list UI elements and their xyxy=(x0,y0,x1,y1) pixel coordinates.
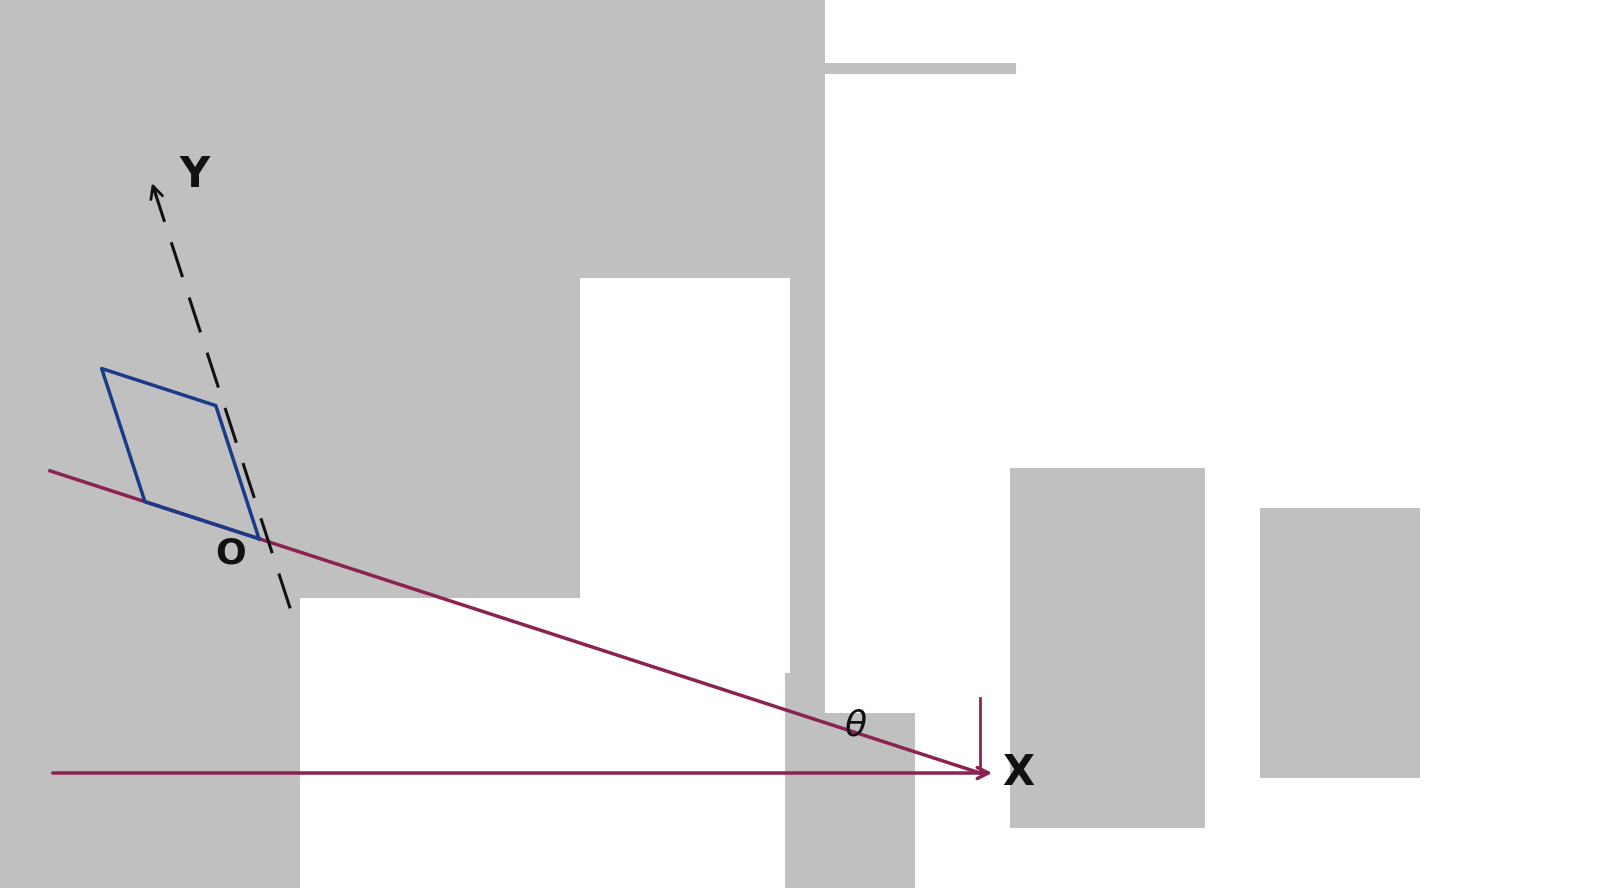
Bar xyxy=(784,713,914,888)
Bar xyxy=(1260,508,1419,778)
Bar xyxy=(230,0,620,498)
Bar xyxy=(230,0,620,498)
Bar xyxy=(784,673,824,713)
Bar xyxy=(166,0,744,888)
Bar xyxy=(166,0,429,468)
Bar xyxy=(580,278,789,888)
Text: Y: Y xyxy=(178,155,209,196)
Text: X: X xyxy=(1001,752,1033,794)
Text: O: O xyxy=(215,537,246,571)
Bar xyxy=(0,0,175,888)
Bar xyxy=(301,598,680,888)
Bar xyxy=(1009,468,1204,828)
Text: θ: θ xyxy=(844,708,866,742)
Bar xyxy=(166,0,824,888)
